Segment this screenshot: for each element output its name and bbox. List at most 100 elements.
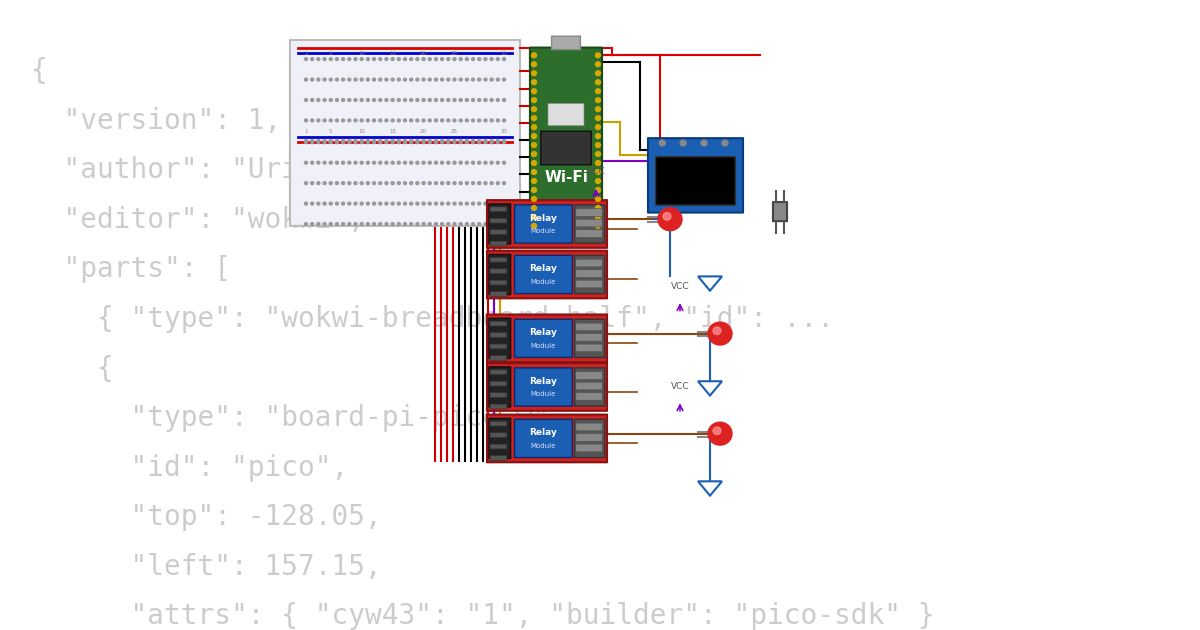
Polygon shape [698,481,722,496]
Circle shape [342,181,344,185]
Circle shape [532,161,536,166]
Circle shape [416,202,419,205]
Circle shape [713,427,721,435]
Circle shape [385,58,388,60]
Circle shape [490,222,493,226]
Circle shape [466,141,468,144]
Text: Relay: Relay [529,214,557,223]
Circle shape [385,141,388,144]
FancyBboxPatch shape [490,321,506,326]
Circle shape [484,141,487,144]
Circle shape [336,119,338,122]
Circle shape [434,181,438,185]
Circle shape [385,222,388,226]
Circle shape [416,98,419,101]
FancyBboxPatch shape [490,381,506,386]
Circle shape [532,152,536,156]
Circle shape [409,98,413,101]
Circle shape [379,161,382,164]
Circle shape [409,141,413,144]
Text: Module: Module [530,228,556,234]
FancyBboxPatch shape [490,207,506,212]
Circle shape [595,161,600,166]
Circle shape [446,161,450,164]
Circle shape [397,78,401,81]
FancyBboxPatch shape [576,280,602,288]
Circle shape [403,141,407,144]
Circle shape [503,58,505,60]
Circle shape [311,141,313,144]
Circle shape [397,181,401,185]
Circle shape [379,58,382,60]
Circle shape [440,58,444,60]
FancyBboxPatch shape [773,202,787,221]
Circle shape [366,202,370,205]
Circle shape [329,222,332,226]
FancyBboxPatch shape [487,314,607,362]
FancyBboxPatch shape [576,323,602,331]
Circle shape [460,98,462,101]
Circle shape [454,141,456,144]
Circle shape [385,78,388,81]
Circle shape [323,222,326,226]
Circle shape [532,98,536,103]
Circle shape [722,140,728,146]
Circle shape [454,139,456,142]
FancyBboxPatch shape [487,200,607,248]
Circle shape [595,116,600,120]
FancyBboxPatch shape [576,219,602,227]
Circle shape [385,181,388,185]
Circle shape [354,222,358,226]
Circle shape [595,53,600,58]
Circle shape [484,139,487,142]
Text: VCC: VCC [671,382,689,391]
Circle shape [532,62,536,67]
Text: Module: Module [530,391,556,397]
Circle shape [466,222,468,226]
Circle shape [416,119,419,122]
Circle shape [472,139,474,142]
Circle shape [532,125,536,130]
Circle shape [532,169,536,175]
Text: Relay: Relay [529,264,557,273]
Circle shape [342,202,344,205]
Circle shape [348,98,350,101]
Circle shape [595,205,600,210]
Circle shape [323,98,326,101]
FancyBboxPatch shape [490,269,506,273]
Circle shape [484,58,487,60]
Circle shape [305,58,307,60]
Circle shape [336,139,338,142]
Circle shape [372,181,376,185]
Circle shape [472,141,474,144]
Circle shape [428,161,431,164]
Circle shape [323,78,326,81]
Circle shape [323,141,326,144]
Text: 10: 10 [358,51,365,56]
Circle shape [354,161,358,164]
Circle shape [484,161,487,164]
Circle shape [391,119,394,122]
FancyBboxPatch shape [487,363,607,411]
Circle shape [434,119,438,122]
Circle shape [478,139,481,142]
Circle shape [372,58,376,60]
Circle shape [478,98,481,101]
Circle shape [397,98,401,101]
Text: {: { [30,355,114,382]
Circle shape [532,142,536,147]
Circle shape [323,161,326,164]
Circle shape [484,181,487,185]
Circle shape [497,119,499,122]
Text: "parts": [: "parts": [ [30,255,230,284]
Circle shape [379,202,382,205]
Circle shape [305,78,307,81]
Circle shape [385,98,388,101]
Circle shape [440,161,444,164]
Circle shape [403,222,407,226]
Circle shape [366,119,370,122]
Circle shape [305,98,307,101]
Circle shape [532,134,536,139]
Circle shape [428,58,431,60]
Circle shape [354,139,358,142]
